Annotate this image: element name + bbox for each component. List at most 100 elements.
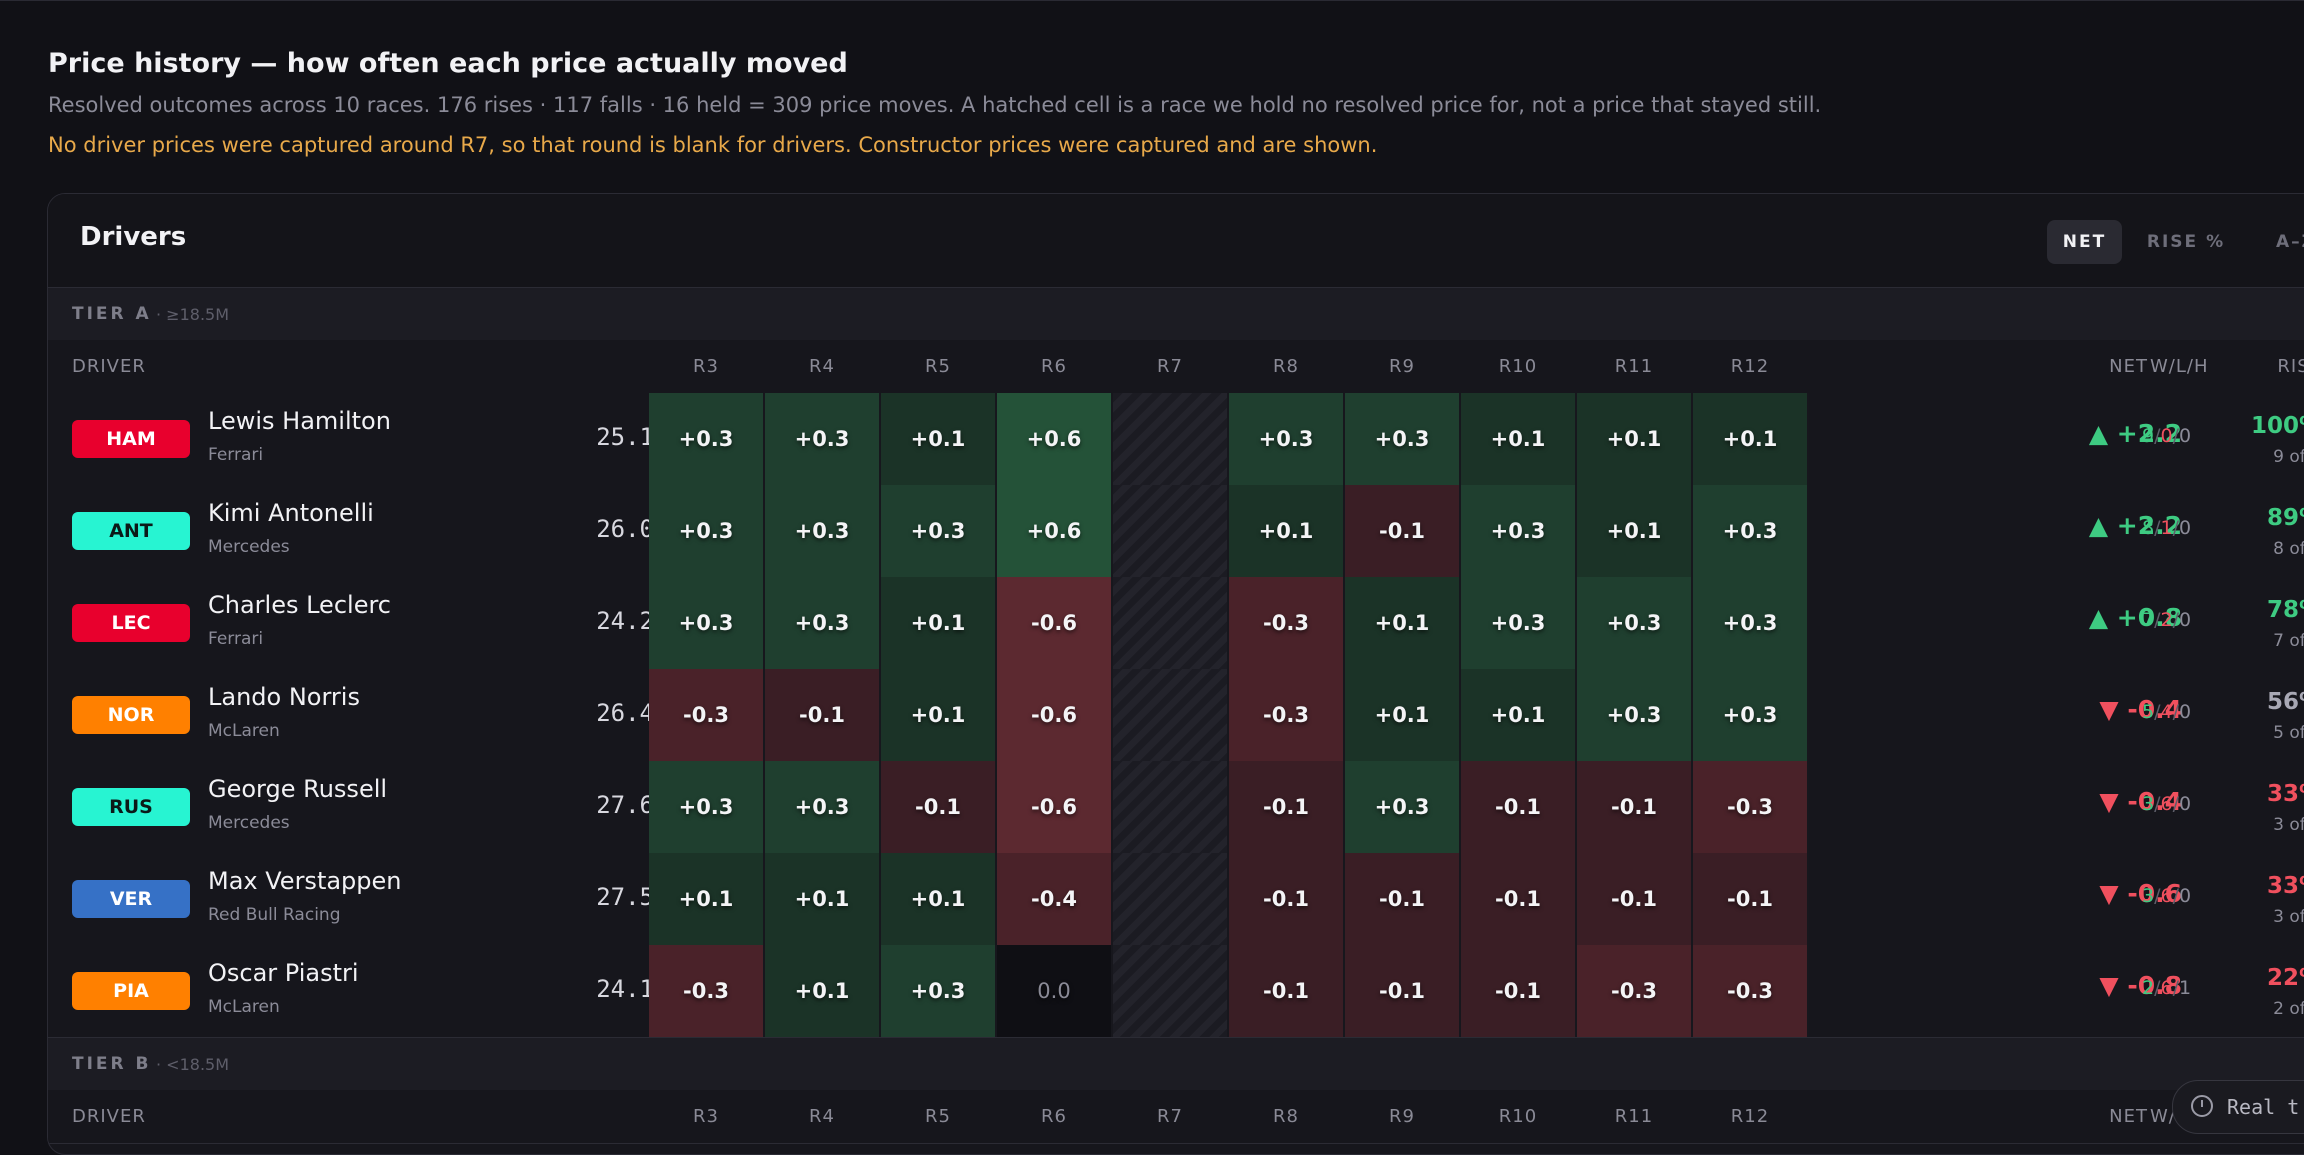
price-change-cell[interactable]: -0.3 (649, 669, 765, 761)
separator: / (2172, 425, 2179, 447)
price-change-cell[interactable]: -0.6 (997, 577, 1113, 669)
price-change-cell[interactable]: +0.3 (1577, 669, 1693, 761)
price-change-cell-missing[interactable] (1113, 761, 1229, 853)
price-change-cell-missing[interactable] (1113, 393, 1229, 485)
price-change-cell[interactable]: +0.3 (1345, 393, 1461, 485)
price-change-cell[interactable]: +0.3 (649, 485, 765, 577)
price-change-cell[interactable]: +0.3 (765, 577, 881, 669)
price-change-cell[interactable]: -0.1 (881, 761, 997, 853)
price-change-cell[interactable]: -0.4 (997, 853, 1113, 945)
holds-count: 0 (2179, 793, 2192, 815)
price-change-cell[interactable]: +0.1 (649, 853, 765, 945)
column-header-round: R5 (925, 356, 951, 377)
price-change-cell[interactable]: +0.1 (1229, 485, 1345, 577)
driver-price: 26.4 (596, 699, 654, 727)
price-change-cell-missing[interactable] (1113, 853, 1229, 945)
price-change-cell-missing[interactable] (1113, 577, 1229, 669)
price-change-cell[interactable]: +0.3 (765, 761, 881, 853)
price-change-cell[interactable]: +0.1 (881, 853, 997, 945)
price-change-cell[interactable]: +0.1 (1345, 577, 1461, 669)
price-change-cell[interactable]: +0.1 (881, 393, 997, 485)
price-change-cell[interactable]: -0.6 (997, 761, 1113, 853)
price-change-cell[interactable]: -0.1 (1461, 853, 1577, 945)
price-change-cell[interactable]: +0.6 (997, 393, 1113, 485)
price-change-cell[interactable]: +0.6 (997, 485, 1113, 577)
price-change-cell[interactable]: +0.3 (649, 393, 765, 485)
rise-percent: 33% (2266, 781, 2304, 807)
price-change-cell[interactable]: +0.3 (1461, 485, 1577, 577)
table-row[interactable]: RUS George Russell Mercedes 27.6 +0.3 +0.3 -0.… (48, 761, 2304, 854)
price-change-cell[interactable]: -0.1 (1461, 945, 1577, 1037)
price-change-cell[interactable]: +0.3 (649, 761, 765, 853)
price-change-cell[interactable]: +0.1 (765, 945, 881, 1037)
losses-count: 0 (2160, 425, 2173, 447)
price-change-cell[interactable]: -0.3 (1229, 577, 1345, 669)
price-change-cell[interactable]: +0.1 (881, 577, 997, 669)
column-header-net[interactable]: NET (2109, 356, 2148, 377)
price-change-cell[interactable]: -0.1 (1345, 485, 1461, 577)
price-change-cell[interactable]: +0.3 (765, 485, 881, 577)
price-change-cell[interactable]: -0.1 (1229, 853, 1345, 945)
wins-count: 5 (2142, 701, 2155, 723)
price-change-cell[interactable]: -0.6 (997, 669, 1113, 761)
price-change-cell[interactable]: +0.3 (1693, 669, 1809, 761)
price-change-cell[interactable]: +0.1 (1461, 393, 1577, 485)
price-change-cell[interactable]: -0.1 (1693, 853, 1809, 945)
price-change-cell[interactable]: +0.3 (765, 393, 881, 485)
price-change-cell[interactable]: +0.1 (1577, 393, 1693, 485)
table-row[interactable]: LEC Charles Leclerc Ferrari 24.2 +0.3 +0.3 +0.… (48, 577, 2304, 670)
page-title: Price history — how often each price act… (48, 48, 848, 79)
price-change-cell[interactable]: -0.1 (1229, 945, 1345, 1037)
price-change-cell[interactable]: -0.1 (1345, 853, 1461, 945)
column-header-round: R8 (1273, 356, 1299, 377)
sort-tab-rise[interactable]: RISE % (2146, 232, 2226, 252)
sort-tab-az[interactable]: A–Z (2276, 232, 2304, 252)
price-change-cell[interactable]: +0.3 (1693, 485, 1809, 577)
price-change-cell[interactable]: +0.3 (649, 577, 765, 669)
column-header-driver[interactable]: DRIVER (72, 1106, 146, 1127)
column-header-round: R5 (925, 1106, 951, 1127)
separator: / (2154, 885, 2161, 907)
price-change-cell[interactable]: -0.3 (1229, 669, 1345, 761)
price-change-cell[interactable]: -0.1 (1577, 761, 1693, 853)
price-change-cell[interactable]: +0.3 (1461, 577, 1577, 669)
price-change-cell[interactable]: +0.3 (1693, 577, 1809, 669)
price-change-cell[interactable]: 0.0 (997, 945, 1113, 1037)
price-change-cell[interactable]: -0.3 (1693, 945, 1809, 1037)
table-row[interactable]: ANT Kimi Antonelli Mercedes 26.0 +0.3 +0.3 +0.… (48, 485, 2304, 578)
price-change-cell[interactable]: -0.1 (1461, 761, 1577, 853)
price-change-cell[interactable]: +0.1 (1345, 669, 1461, 761)
price-change-cell[interactable]: +0.3 (1345, 761, 1461, 853)
price-change-cell[interactable]: -0.3 (649, 945, 765, 1037)
price-change-cell[interactable]: -0.1 (1345, 945, 1461, 1037)
price-change-cell-missing[interactable] (1113, 945, 1229, 1037)
price-change-cell-missing[interactable] (1113, 485, 1229, 577)
table-row[interactable]: VER Max Verstappen Red Bull Racing 27.5 +0.1… (48, 853, 2304, 946)
table-row[interactable]: HAM Lewis Hamilton Ferrari 25.1 +0.3 +0.3 +0.1… (48, 393, 2304, 486)
price-change-cell[interactable]: -0.1 (1577, 853, 1693, 945)
price-change-cell[interactable]: +0.1 (1577, 485, 1693, 577)
price-change-cell[interactable]: -0.1 (1229, 761, 1345, 853)
column-header-rise[interactable]: RISE (2277, 356, 2304, 377)
price-change-cell[interactable]: +0.1 (1693, 393, 1809, 485)
price-change-cell[interactable]: -0.3 (1693, 761, 1809, 853)
sort-tab-net[interactable]: NET (2047, 220, 2122, 264)
price-change-cell[interactable]: +0.3 (881, 485, 997, 577)
price-change-cell[interactable]: +0.1 (1461, 669, 1577, 761)
price-change-cell[interactable]: +0.3 (1229, 393, 1345, 485)
realtime-widget[interactable]: Real t (2172, 1080, 2304, 1134)
price-change-cell[interactable]: +0.1 (881, 669, 997, 761)
column-header-net[interactable]: NET (2109, 1106, 2148, 1127)
price-change-cell[interactable]: +0.3 (1577, 577, 1693, 669)
price-change-cell[interactable]: +0.3 (881, 945, 997, 1037)
price-change-cell[interactable]: +0.1 (765, 853, 881, 945)
price-change-cell[interactable]: -0.1 (765, 669, 881, 761)
price-change-cell-missing[interactable] (1113, 669, 1229, 761)
column-header-round: R11 (1614, 1106, 1654, 1127)
table-row[interactable]: NOR Lando Norris McLaren 26.4 -0.3 -0.1 +0.1 -0… (48, 669, 2304, 762)
column-header-round: R7 (1157, 1106, 1183, 1127)
price-change-cell[interactable]: -0.3 (1577, 945, 1693, 1037)
column-header-driver[interactable]: DRIVER (72, 356, 146, 377)
separator: / (2154, 701, 2161, 723)
table-row[interactable]: PIA Oscar Piastri McLaren 24.1 -0.3 +0.1 +0.3 0… (48, 945, 2304, 1038)
